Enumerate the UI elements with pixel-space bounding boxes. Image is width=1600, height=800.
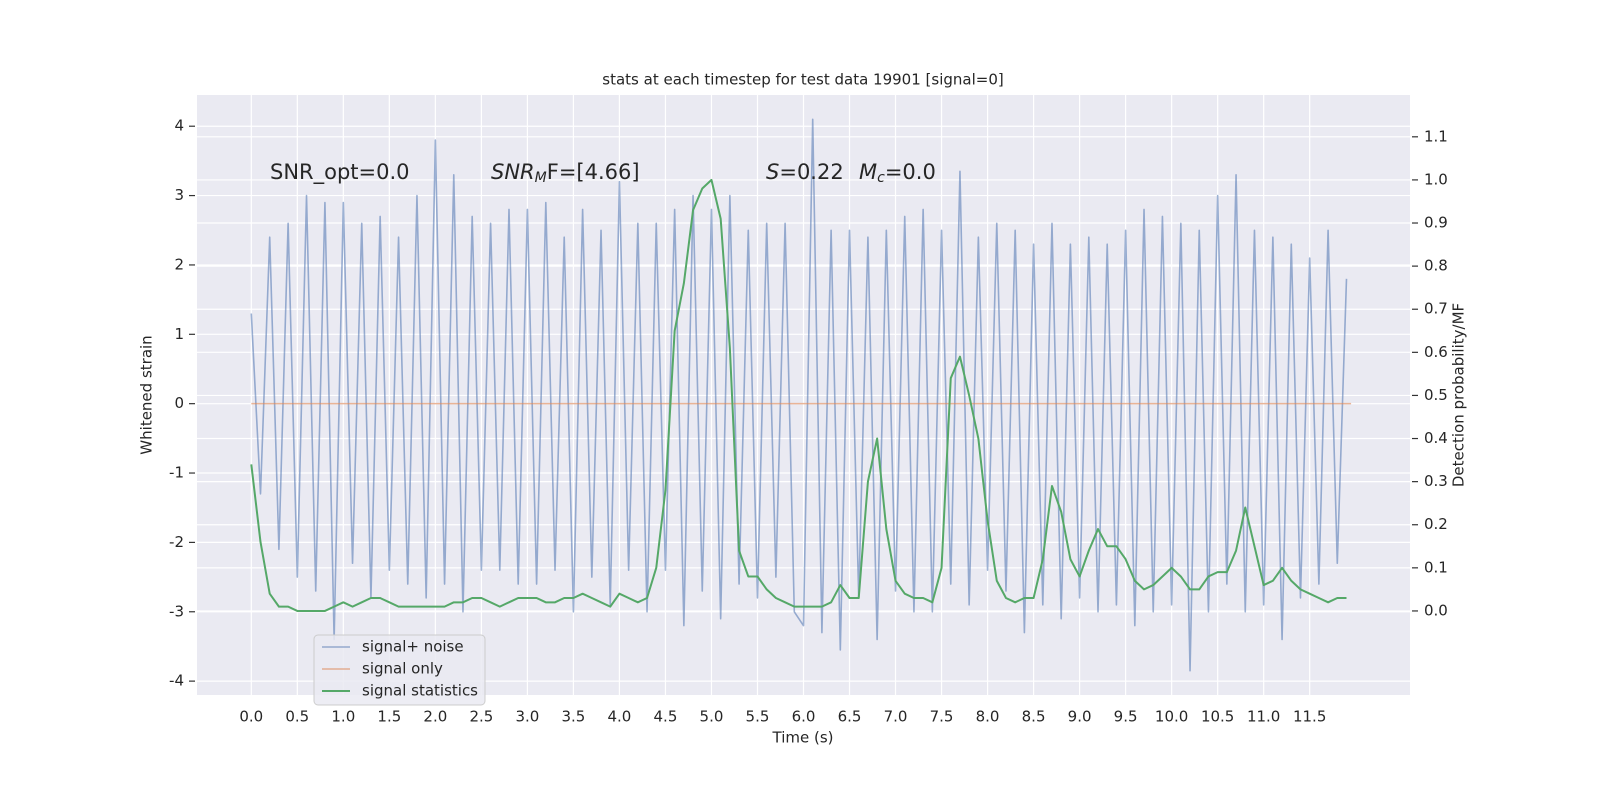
legend-label: signal only [362, 660, 443, 678]
y2-tick-label: 0.8 [1424, 257, 1448, 275]
x-tick-label: 7.0 [884, 708, 908, 726]
x-tick-label: 8.0 [976, 708, 1000, 726]
annotation-part: M [859, 160, 877, 184]
x-tick-label: 4.5 [654, 708, 678, 726]
annotation-part: =0.0 [885, 160, 936, 184]
y2-tick-label: 0.3 [1424, 472, 1448, 490]
overlay: SNR_opt=0.0 SNRMF=[4.66] S=0.22 Mc=0.0signa… [270, 160, 936, 706]
y2-tick-label: 0.2 [1424, 515, 1448, 533]
y-tick-label: 3 [174, 186, 184, 204]
x-tick-label: 0.5 [285, 708, 309, 726]
x-tick-label: 1.0 [331, 708, 355, 726]
y2-tick-label: 0.5 [1424, 386, 1448, 404]
x-tick-label: 11.5 [1293, 708, 1326, 726]
y-tick-label: -1 [169, 464, 184, 482]
legend-label: signal statistics [362, 682, 478, 700]
y-tick-label: 2 [174, 255, 184, 273]
x-tick-label: 6.5 [838, 708, 862, 726]
series-line [250, 118, 1348, 672]
annotation: SNRMF=[4.66] [491, 160, 640, 186]
y-tick-label: -4 [169, 672, 184, 690]
y2-tick-label: 0.0 [1424, 601, 1448, 619]
x-tick-label: 10.0 [1155, 708, 1188, 726]
x-tick-label: 7.5 [930, 708, 954, 726]
series-line [250, 178, 1347, 612]
y-tick-label: 0 [174, 394, 184, 412]
y-tick-label: 1 [174, 325, 184, 343]
y-axis-label: Whitened strain [138, 335, 156, 454]
x-tick-label: 8.5 [1022, 708, 1046, 726]
legend-label: signal+ noise [362, 638, 464, 656]
y-tick-label: -2 [169, 533, 184, 551]
x-tick-label: 3.5 [561, 708, 585, 726]
y2-tick-label: 0.1 [1424, 558, 1448, 576]
y-tick-label: 4 [174, 117, 184, 135]
x-tick-label: 9.5 [1114, 708, 1138, 726]
y2-tick-label: 0.9 [1424, 214, 1448, 232]
x-tick-label: 2.5 [469, 708, 493, 726]
y-tick-label: -3 [169, 602, 184, 620]
x-tick-label: 6.0 [792, 708, 816, 726]
legend-box [313, 634, 486, 706]
y2-tick-label: 1.0 [1424, 170, 1448, 188]
y2-axis-label: Detection probability/MF [1450, 303, 1468, 487]
x-tick-label: 5.0 [700, 708, 724, 726]
annotation-part: c [877, 170, 885, 186]
chart-title: stats at each timestep for test data 199… [602, 71, 1003, 89]
annotation: Mc=0.0 [859, 160, 936, 186]
x-tick-label: 9.0 [1068, 708, 1092, 726]
x-tick-label: 0.0 [239, 708, 263, 726]
annotation-part: =0.22 [779, 160, 843, 184]
annotation-part: SNR [491, 160, 535, 184]
annotation-part: F=[4.66] [547, 160, 640, 184]
annotation: SNR_opt=0.0 [270, 160, 410, 185]
x-axis-label: Time (s) [772, 729, 834, 747]
marks [250, 118, 1352, 672]
x-tick-label: 11.0 [1247, 708, 1280, 726]
x-tick-label: 5.5 [746, 708, 770, 726]
annotation-part: M [535, 170, 547, 186]
annotation-part: S [766, 160, 779, 184]
x-tick-label: 1.5 [377, 708, 401, 726]
x-tick-label: 2.0 [423, 708, 447, 726]
x-tick-label: 4.0 [608, 708, 632, 726]
y2-tick-label: 0.7 [1424, 300, 1448, 318]
y2-tick-label: 1.1 [1424, 127, 1448, 145]
x-tick-label: 3.0 [515, 708, 539, 726]
annotation: S=0.22 [766, 160, 844, 184]
annotation-part: SNR_opt=0.0 [270, 160, 410, 185]
y2-tick-label: 0.4 [1424, 429, 1448, 447]
y2-tick-label: 0.6 [1424, 343, 1448, 361]
x-tick-label: 10.5 [1201, 708, 1234, 726]
